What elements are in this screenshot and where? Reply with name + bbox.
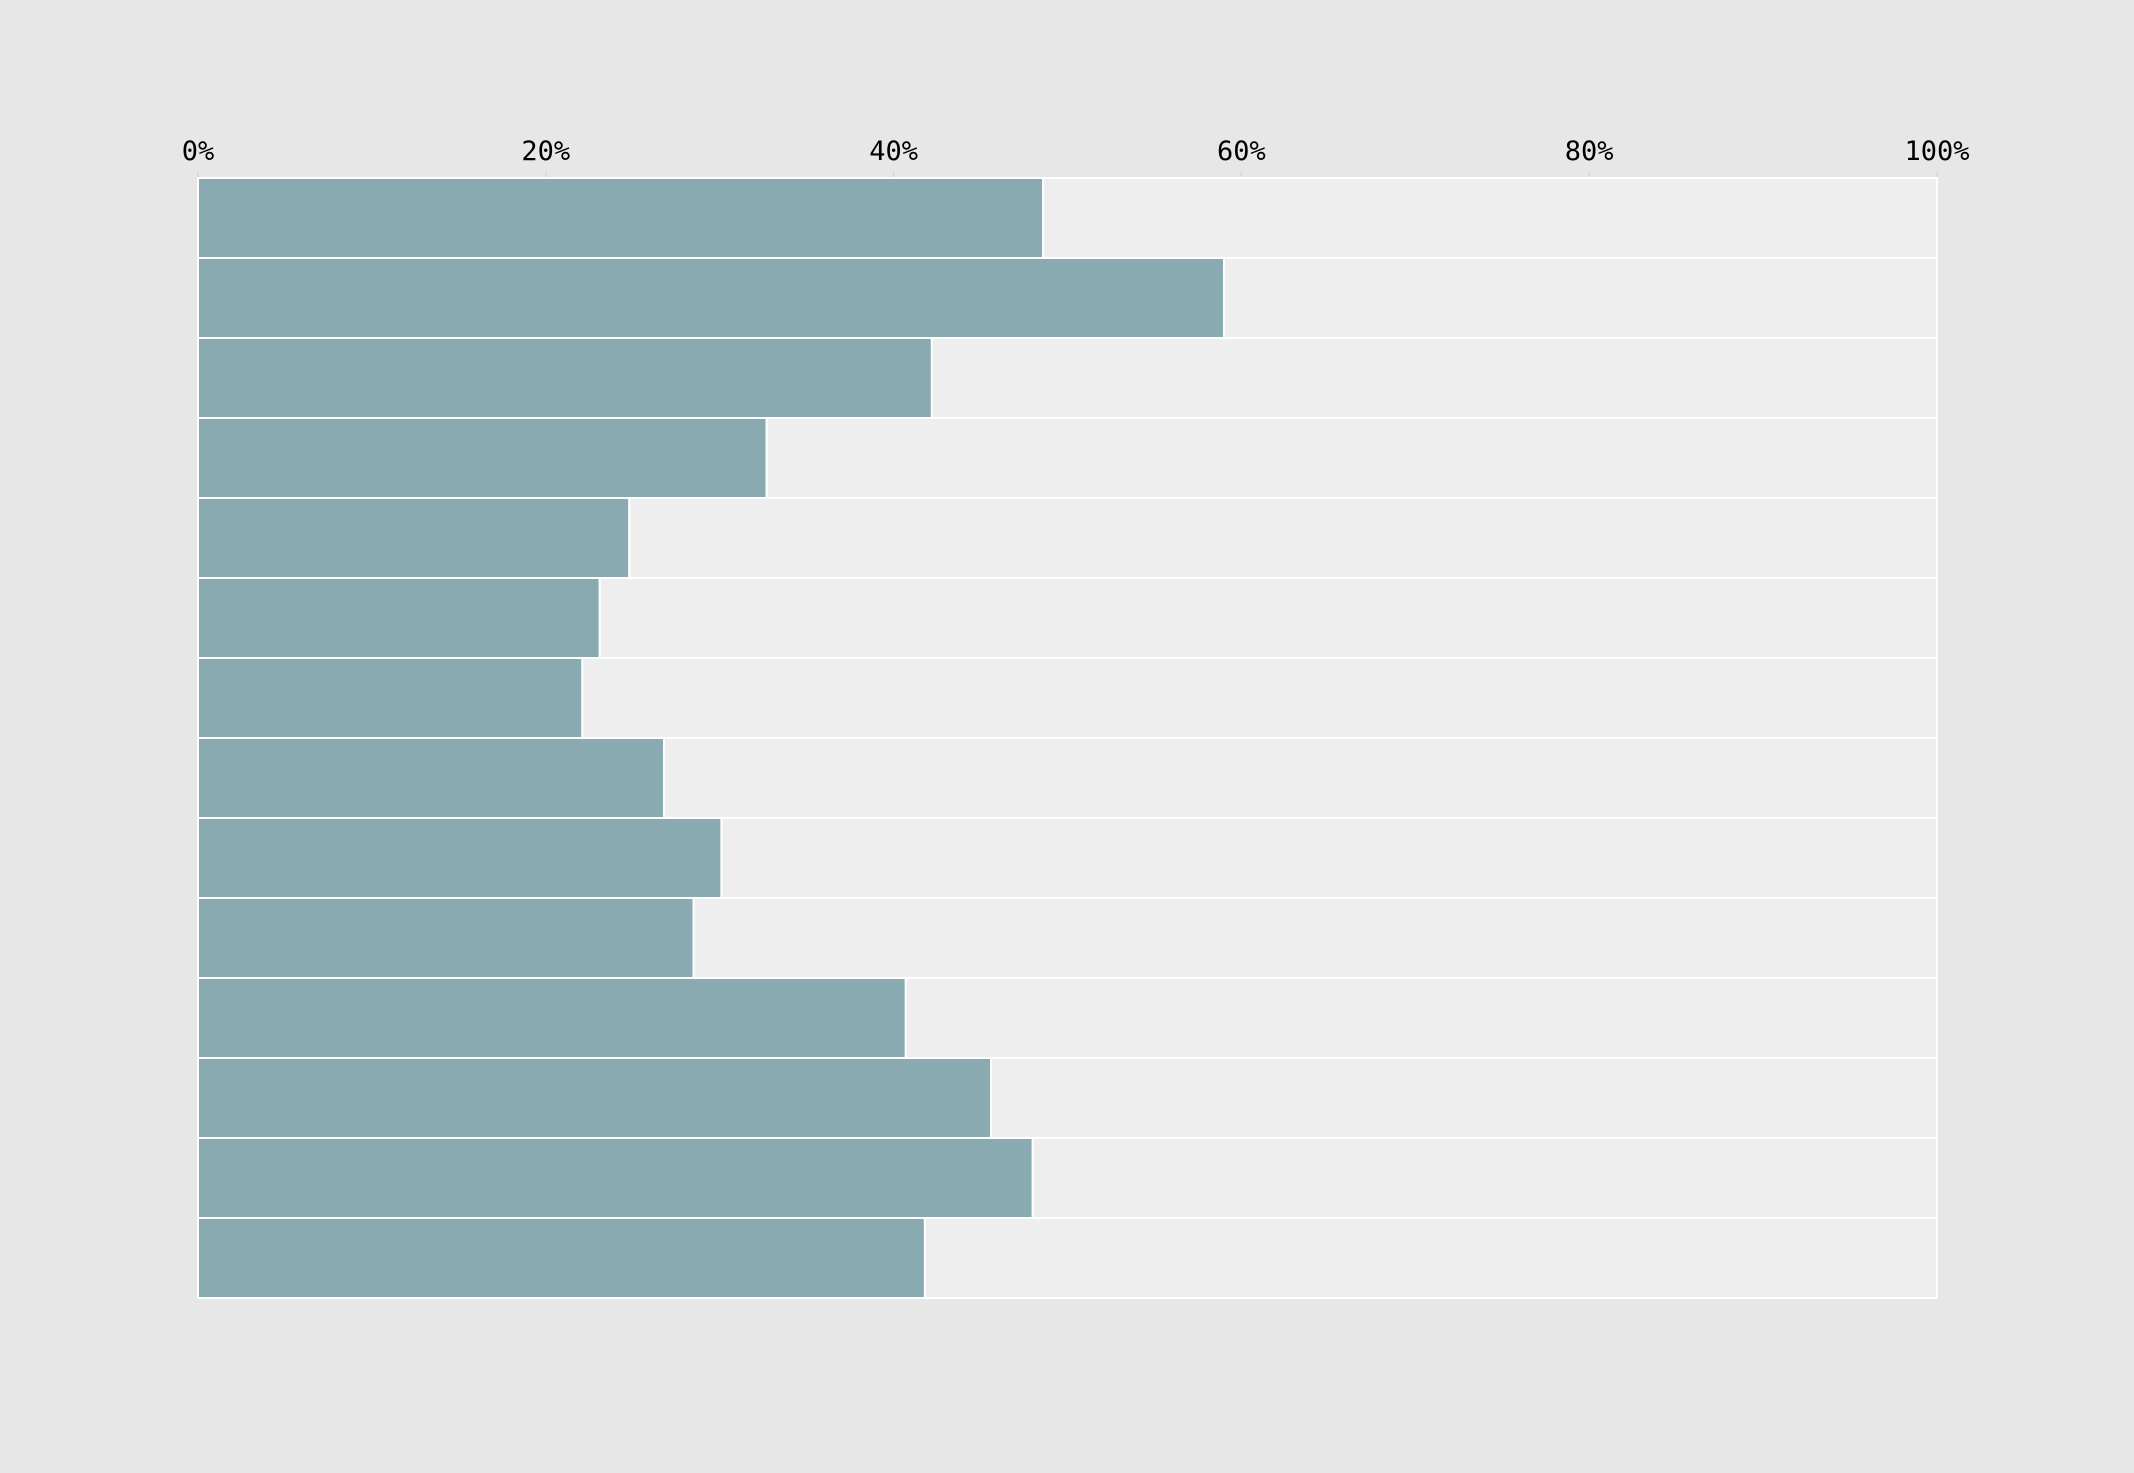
x-tick-label: 20% — [521, 136, 570, 167]
bar-segment-primary — [197, 257, 1226, 339]
bar-segment-remainder — [923, 1217, 1938, 1299]
x-tick-label: 0% — [182, 136, 215, 167]
bar-segment-remainder — [1223, 257, 1938, 339]
x-tick-label: 60% — [1217, 136, 1266, 167]
bar-segment-primary — [197, 817, 723, 899]
bar-segment-primary — [197, 577, 601, 659]
bar-segment-primary — [197, 417, 768, 499]
bar-segment-remainder — [904, 977, 1939, 1059]
x-tick-label: 100% — [1904, 136, 1969, 167]
bar-segment-remainder — [765, 417, 1939, 499]
bar-segment-primary — [197, 497, 631, 579]
x-tick-label: 80% — [1565, 136, 1614, 167]
bar-segment-remainder — [598, 577, 1938, 659]
bar-segment-primary — [197, 177, 1045, 259]
bar-segment-primary — [197, 1057, 992, 1139]
bar-segment-remainder — [720, 817, 1939, 899]
bars-group — [197, 177, 1939, 1299]
bar-segment-primary — [197, 337, 933, 419]
bar-segment-primary — [197, 1217, 926, 1299]
x-axis: 0% 20% 40% 60% 80% 100% — [182, 136, 1970, 178]
x-tick-label: 40% — [869, 136, 918, 167]
bar-segment-remainder — [581, 657, 1938, 739]
bar-segment-remainder — [930, 337, 1938, 419]
bar-segment-remainder — [663, 737, 1938, 819]
bar-segment-remainder — [1031, 1137, 1938, 1219]
bar-segment-primary — [197, 737, 666, 819]
bar-segment-remainder — [1042, 177, 1939, 259]
bar-segment-remainder — [692, 897, 1938, 979]
bar-segment-primary — [197, 1137, 1034, 1219]
bar-segment-primary — [197, 977, 907, 1059]
bar-segment-primary — [197, 897, 695, 979]
bar-segment-remainder — [628, 497, 1938, 579]
bar-segment-primary — [197, 657, 584, 739]
bar-segment-remainder — [989, 1057, 1938, 1139]
